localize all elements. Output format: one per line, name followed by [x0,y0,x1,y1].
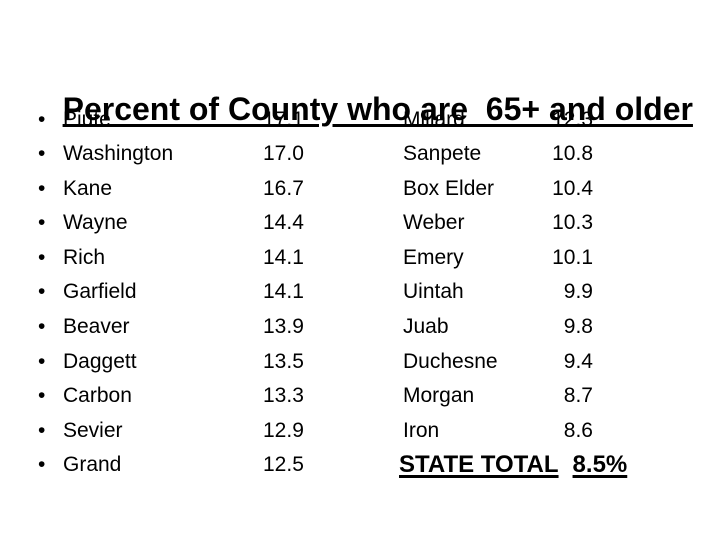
bullet-icon: • [38,315,46,339]
county-value: 10.8 [552,142,593,166]
county-value: 8.6 [563,418,593,442]
right-county-list: Millard 12.3 Sanpete 10.8 Box Elder 10.4… [0,103,720,484]
table-row: Box Elder 10.4 [0,172,720,207]
county-name: Duchesne [403,349,498,373]
table-row: • Garfield 14.1 [0,275,720,310]
state-total-row: STATE TOTAL 8.5% [0,448,720,483]
table-row: Juab 9.8 [0,310,720,345]
county-value: 16.7 [263,176,304,200]
county-value: 14.4 [263,211,304,235]
county-value: 13.3 [263,384,304,408]
county-name: Millard [403,107,465,131]
county-value: 9.4 [563,349,593,373]
table-row: Iron 8.6 [0,414,720,449]
county-name: Carbon [63,384,132,408]
county-name: Weber [403,211,465,235]
bullet-icon: • [38,176,46,200]
table-row: Emery 10.1 [0,241,720,276]
county-name: Juab [403,315,449,339]
county-name: Rich [63,245,106,269]
county-name: Sevier [63,418,123,442]
county-value: 12.3 [552,107,593,131]
county-name: Grand [63,453,122,477]
left-county-list: • Piute 17.1 • Washington 17.0 • Kane 16… [0,103,720,484]
county-value: 13.5 [263,349,304,373]
county-value: 17.0 [263,142,304,166]
county-value: 9.8 [563,315,593,339]
table-row: Uintah 9.9 [0,275,720,310]
county-value: 13.9 [263,315,304,339]
county-name: Daggett [63,349,137,373]
table-row: • Kane 16.7 [0,172,720,207]
county-value: 12.5 [263,453,304,477]
page-title-text: Percent of County who are 65+ and older [62,91,693,127]
county-name: Garfield [63,280,137,304]
table-row: • Beaver 13.9 [0,310,720,345]
page-title: Percent of County who are 65+ and older [0,54,720,165]
state-total-value: 8.5% [572,451,628,479]
county-name: Uintah [403,280,464,304]
county-name: Piute [63,107,111,131]
table-row: • Washington 17.0 [0,137,720,172]
county-name: Beaver [63,315,130,339]
table-row: • Piute 17.1 [0,103,720,138]
county-value: 14.1 [263,280,304,304]
bullet-icon: • [38,280,46,304]
bullet-icon: • [38,349,46,373]
county-name: Wayne [63,211,128,235]
table-row: • Wayne 14.4 [0,206,720,241]
bullet-icon: • [38,453,46,477]
table-row: Duchesne 9.4 [0,345,720,380]
table-row: • Grand 12.5 [0,448,720,483]
county-value: 10.1 [552,245,593,269]
table-row: Sanpete 10.8 [0,137,720,172]
county-name: Emery [403,245,464,269]
county-name: Iron [403,418,440,442]
county-value: 14.1 [263,245,304,269]
table-row: • Daggett 13.5 [0,345,720,380]
county-name: Box Elder [403,176,495,200]
county-value: 9.9 [563,280,593,304]
bullet-icon: • [38,384,46,408]
bullet-icon: • [38,142,46,166]
state-total: STATE TOTAL 8.5% [399,448,627,483]
county-name: Washington [63,142,174,166]
county-value: 8.7 [563,384,593,408]
county-name: Kane [63,176,113,200]
county-value: 10.4 [552,176,593,200]
county-name: Morgan [403,384,475,408]
bullet-icon: • [38,418,46,442]
county-value: 17.1 [263,107,304,131]
table-row: Morgan 8.7 [0,379,720,414]
table-row: Weber 10.3 [0,206,720,241]
bullet-icon: • [38,211,46,235]
table-row: • Rich 14.1 [0,241,720,276]
state-total-label: STATE TOTAL [399,451,559,479]
county-value: 12.9 [263,418,304,442]
table-row: • Sevier 12.9 [0,414,720,449]
bullet-icon: • [38,245,46,269]
county-value: 10.3 [552,211,593,235]
table-row: • Carbon 13.3 [0,379,720,414]
table-row: Millard 12.3 [0,103,720,138]
county-name: Sanpete [403,142,482,166]
bullet-icon: • [38,107,46,131]
